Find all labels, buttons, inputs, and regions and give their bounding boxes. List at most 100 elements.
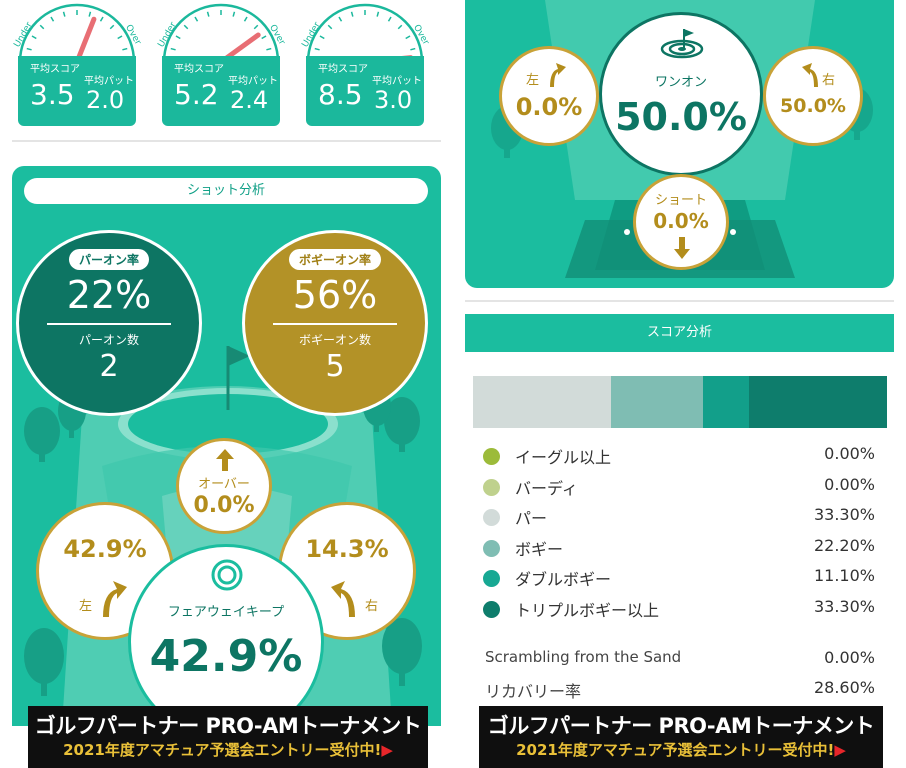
avg-score-label: 平均スコア <box>318 64 368 75</box>
legend-row: ダブルボギー 11.10% <box>483 564 875 594</box>
par-on-rate: 22% <box>66 273 152 317</box>
green-analysis-panel: 左 0.0% 右 50.0% ワンオン 50.0% <box>465 0 894 288</box>
gauge-needle <box>74 16 97 65</box>
target-icon <box>211 559 243 591</box>
score-analysis-title: スコア分析 <box>465 314 894 352</box>
legend-row: パー 33.30% <box>483 503 875 533</box>
fairway-label: フェアウェイキープ <box>167 605 285 620</box>
legend-label: パー <box>515 509 548 528</box>
bogey-on-label: ボギーオン率 <box>288 249 382 270</box>
par-on-divider <box>47 323 171 325</box>
gauge-stats: 平均スコア 平均パット 8.5 3.0 <box>306 56 424 126</box>
play-arrow-icon: ▶ <box>834 741 846 759</box>
avg-score-label: 平均スコア <box>30 64 80 75</box>
right-pane: 左 0.0% 右 50.0% ワンオン 50.0% <box>453 0 906 768</box>
avg-score-label: 平均スコア <box>174 64 224 75</box>
scrambling-label: Scrambling from the Sand <box>485 648 682 666</box>
promo-banner[interactable]: ゴルフパートナー PRO-AMトーナメント 2021年度アマチュア予選会エントリ… <box>479 706 883 768</box>
banner-subtitle: 2021年度アマチュア予選会エントリー受付中!▶ <box>479 739 883 760</box>
one-on-label: ワンオン <box>654 75 707 90</box>
green-left-circle: 左 0.0% <box>499 46 599 146</box>
play-arrow-icon: ▶ <box>381 741 393 759</box>
left-miss-value: 42.9% <box>63 535 147 563</box>
green-right-circle: 右 50.0% <box>763 46 863 146</box>
short-circle: ショート 0.0% <box>633 174 729 270</box>
avg-putt-value: 3.0 <box>374 86 413 114</box>
gauge-card: Under Over 平均スコア 平均パット 3.5 2.0 <box>12 0 143 128</box>
one-on-circle: ワンオン 50.0% <box>599 12 763 176</box>
gauge-dial <box>162 3 280 68</box>
legend-dot <box>483 448 500 465</box>
over-value: 0.0% <box>193 493 255 518</box>
score-bar-segment <box>749 376 887 428</box>
par-on-count: 2 <box>99 349 119 384</box>
left-miss-label: 左 <box>79 599 93 614</box>
legend-value: 0.00% <box>824 444 875 463</box>
legend-label: バーディ <box>515 478 578 498</box>
par-on-label: パーオン率 <box>68 249 150 270</box>
scrambling-value: 0.00% <box>824 648 875 667</box>
legend-row: トリプルボギー以上 33.30% <box>483 595 875 625</box>
curve-right-arrow-icon <box>331 581 355 617</box>
bogey-on-count: 5 <box>325 349 345 384</box>
avg-score-value: 3.5 <box>30 78 75 111</box>
shot-analysis-panel: ショット分析 パーオン率 22% パーオン数 2 ボギーオン率 56% ボギーオ… <box>12 166 441 726</box>
legend-row: イーグル以上 0.00% <box>483 442 875 472</box>
scrambling-row: Scrambling from the Sand 0.00% <box>483 646 875 676</box>
legend-dot <box>483 570 500 587</box>
legend-dot <box>483 478 500 496</box>
avg-putt-label: 平均パット <box>84 76 134 87</box>
green-left-label: 左 <box>526 73 540 88</box>
curve-left-arrow-icon <box>103 581 127 617</box>
score-distribution-bar <box>473 376 887 428</box>
score-bar-segment <box>473 376 611 428</box>
legend-label: ボギー <box>515 539 564 559</box>
green-right-value: 50.0% <box>780 95 846 117</box>
right-miss-value: 14.3% <box>305 535 389 563</box>
legend-value: 0.00% <box>824 474 875 494</box>
green-right-label: 右 <box>822 73 836 88</box>
one-on-value: 50.0% <box>615 95 747 139</box>
banner-subtitle: 2021年度アマチュア予選会エントリー受付中!▶ <box>28 739 428 760</box>
right-miss-label: 右 <box>365 599 379 614</box>
promo-banner[interactable]: ゴルフパートナー PRO-AMトーナメント 2021年度アマチュア予選会エントリ… <box>28 706 428 768</box>
arrow-down-icon <box>674 237 690 259</box>
avg-putt-value: 2.0 <box>86 86 125 114</box>
legend-label: トリプルボギー以上 <box>515 600 660 620</box>
fairway-value: 42.9% <box>149 631 303 682</box>
par-on-circle: パーオン率 22% パーオン数 2 <box>16 230 202 416</box>
score-bar-segment <box>611 376 703 428</box>
bogey-on-rate: 56% <box>292 273 378 317</box>
legend-row: ボギー 22.20% <box>483 534 875 564</box>
avg-putt-label: 平均パット <box>372 76 422 87</box>
legend-dot <box>483 600 500 618</box>
legend-dot <box>483 509 500 526</box>
recovery-value: 28.60% <box>813 678 875 697</box>
gauge-stats: 平均スコア 平均パット 5.2 2.4 <box>162 56 280 126</box>
avg-putt-value: 2.4 <box>230 86 269 114</box>
shot-analysis-title: ショット分析 <box>24 178 428 204</box>
divider <box>12 140 441 142</box>
curve-left-arrow-icon <box>550 63 566 87</box>
arrow-up-icon <box>216 449 234 471</box>
banner-subtitle-text: 2021年度アマチュア予選会エントリー受付中! <box>516 741 835 759</box>
recovery-label: リカバリー率 <box>485 682 582 701</box>
legend-value: 22.20% <box>813 535 875 555</box>
legend-label: ダブルボギー <box>515 570 612 589</box>
avg-putt-label: 平均パット <box>228 76 278 87</box>
left-pane: Under Over 平均スコア 平均パット 3.5 2.0 Under Ove… <box>12 0 441 768</box>
score-bar-segment <box>703 376 749 428</box>
legend-value: 33.30% <box>813 596 875 616</box>
banner-title: ゴルフパートナー PRO-AMトーナメント <box>34 714 422 738</box>
banner-title: ゴルフパートナー PRO-AMトーナメント <box>487 714 875 738</box>
over-circle: オーバー 0.0% <box>176 438 272 534</box>
banner-subtitle-text: 2021年度アマチュア予選会エントリー受付中! <box>63 741 382 759</box>
divider <box>465 300 894 302</box>
legend-label: イーグル以上 <box>515 448 612 467</box>
legend-dot <box>483 539 500 557</box>
curve-right-arrow-icon <box>802 63 818 87</box>
legend-row: バーディ 0.00% <box>483 473 875 503</box>
gauge-card: Under Over 平均スコア 平均パット 5.2 2.4 <box>156 0 287 128</box>
gauge-card: Under Over 平均スコア 平均パット 8.5 3.0 <box>300 0 431 128</box>
bogey-on-circle: ボギーオン率 56% ボギーオン数 5 <box>242 230 428 416</box>
